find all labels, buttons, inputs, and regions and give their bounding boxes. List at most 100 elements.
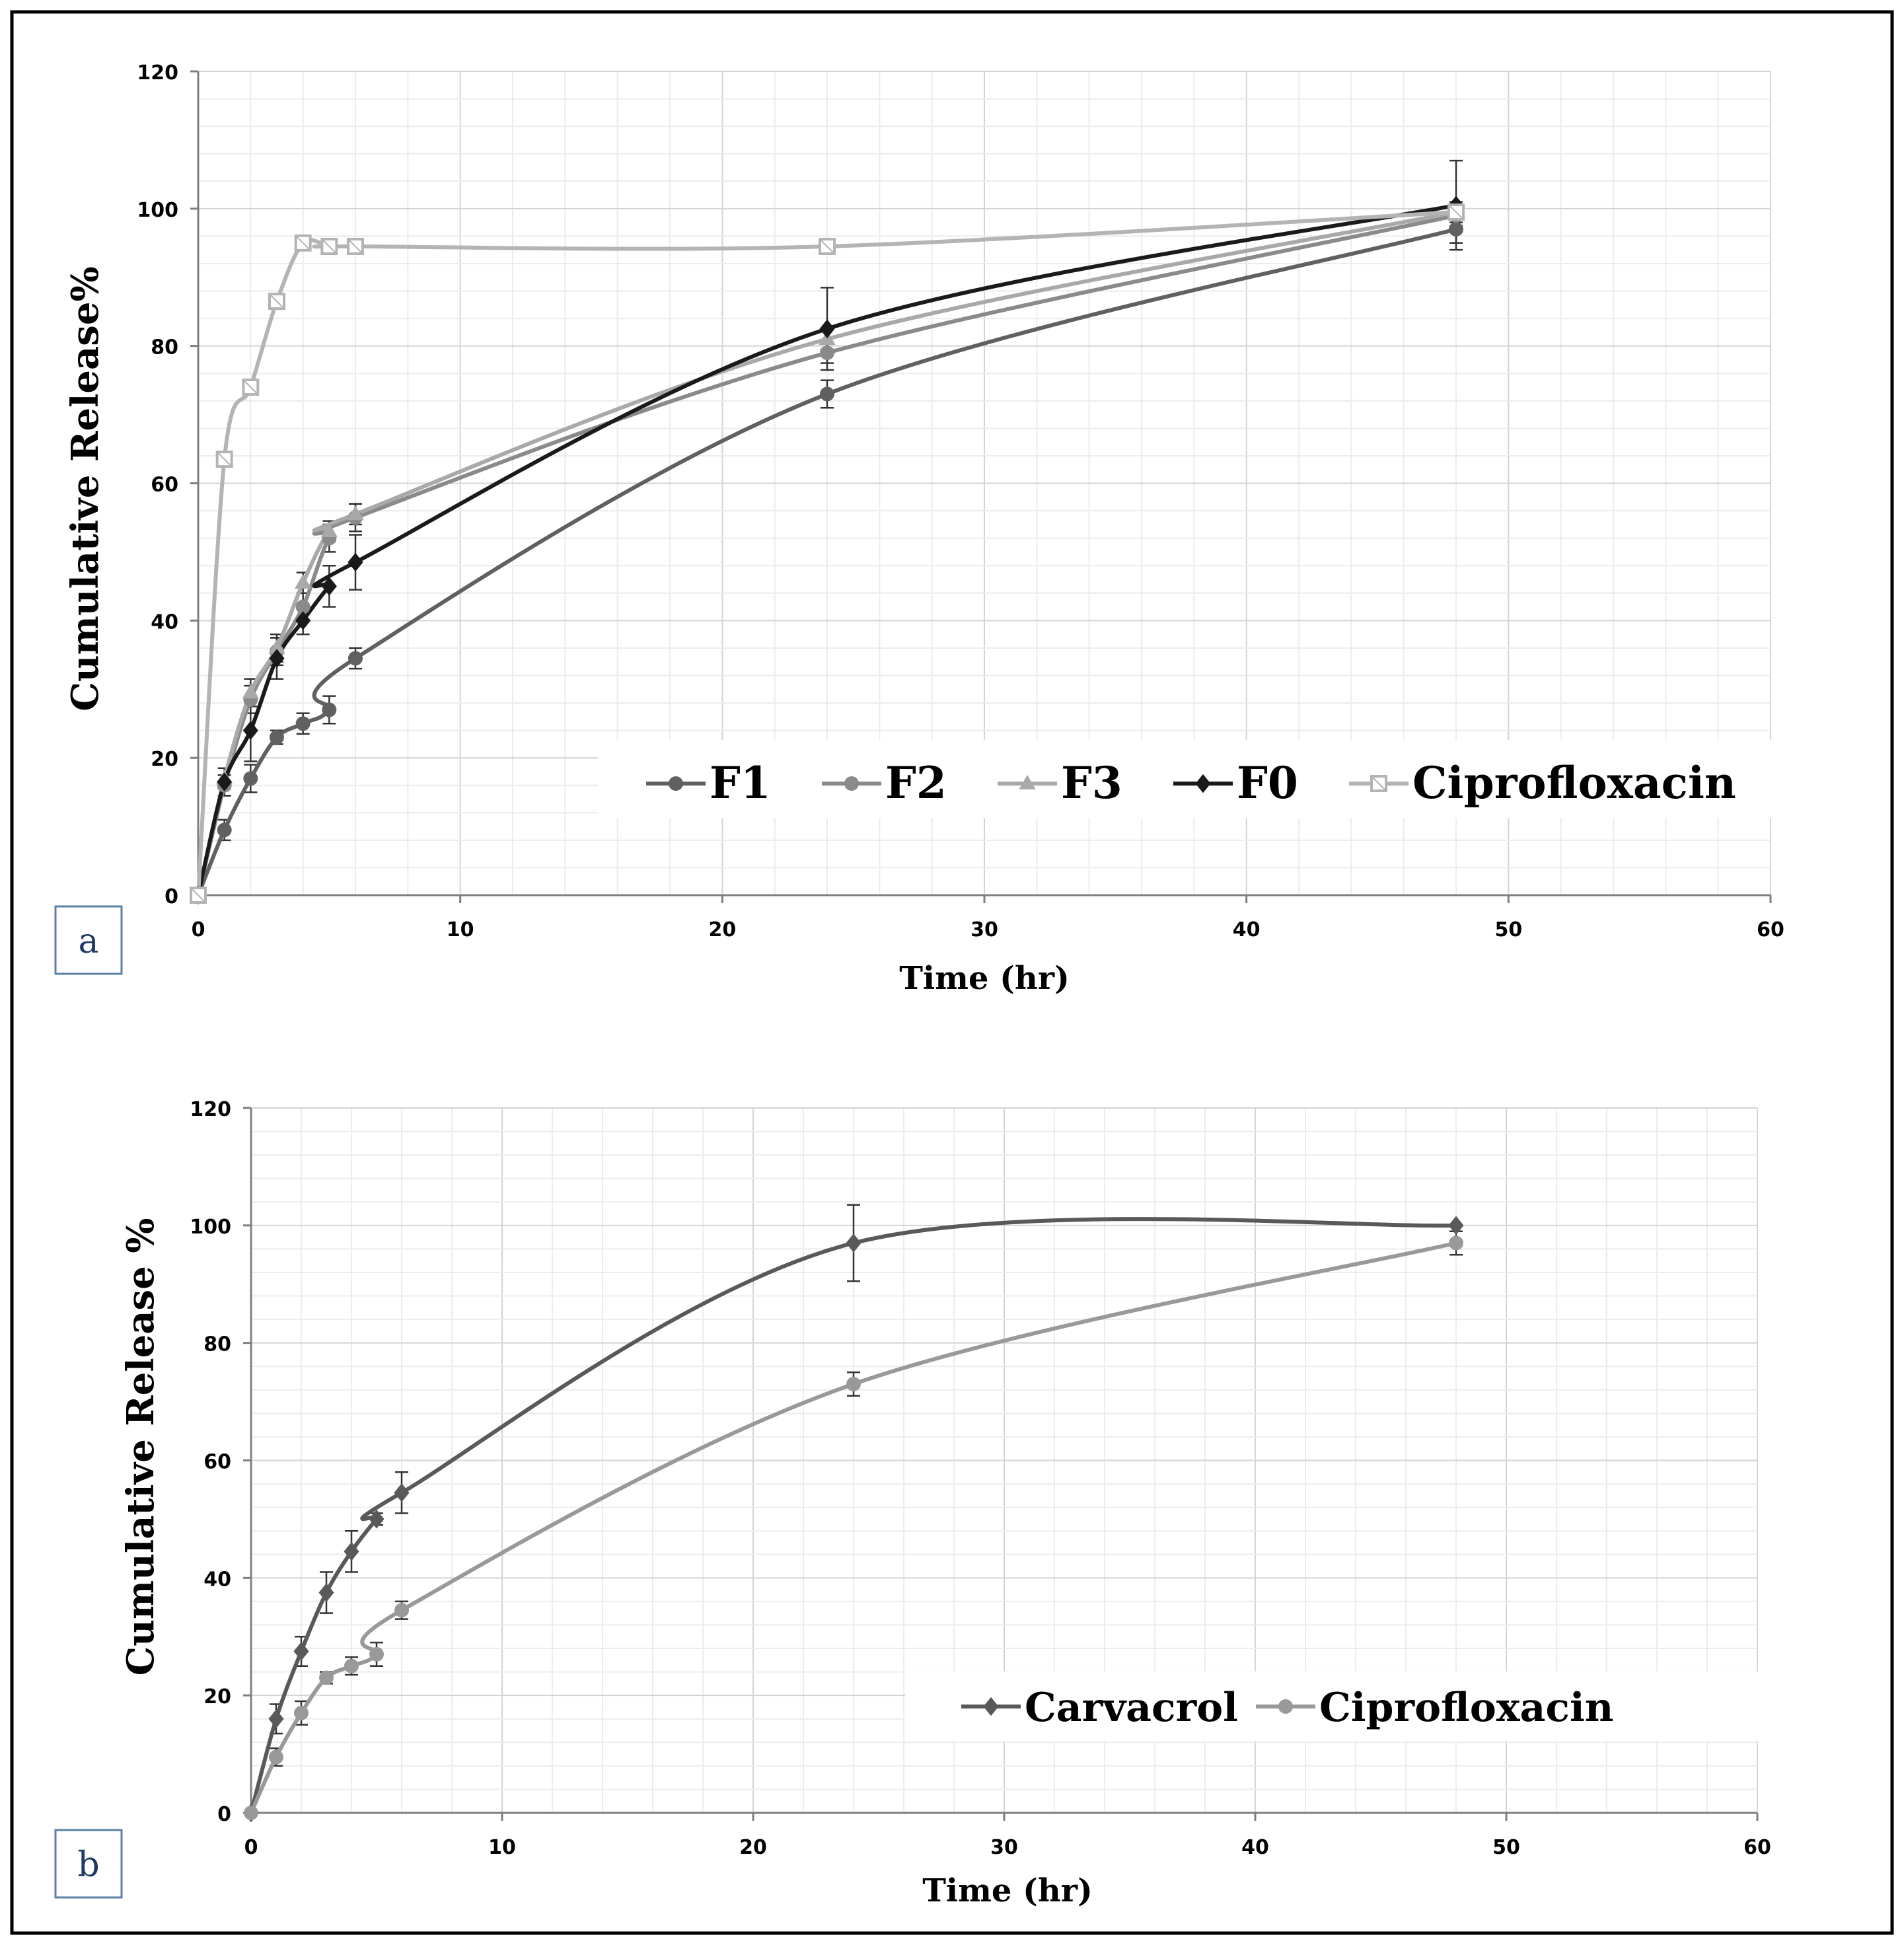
panel-a-markers (190, 196, 1465, 905)
x-tick-label: 10 (488, 1836, 516, 1859)
x-tick-label: 0 (192, 918, 205, 941)
f0-point (819, 319, 835, 338)
f0-point (321, 577, 337, 596)
panel-b-axes (243, 1107, 1759, 1821)
legend-f0-label: F0 (1237, 757, 1298, 809)
x-tick-label: 10 (447, 918, 474, 941)
carvacrol-point (344, 1542, 359, 1561)
y-tick-label: 20 (203, 1685, 231, 1708)
f3-line (196, 210, 1457, 896)
y-tick-label: 40 (203, 1568, 231, 1591)
ciprofloxacin-point (269, 1749, 283, 1765)
panel-a-axes (190, 70, 1772, 903)
f0-point (269, 649, 285, 668)
legend-f2-label: F2 (885, 757, 947, 809)
f1-point (217, 823, 232, 838)
x-tick-label: 0 (244, 1836, 258, 1859)
x-tick-label: 50 (1492, 1836, 1520, 1859)
panel-b-label: b (77, 1845, 99, 1885)
x-tick-label: 30 (970, 918, 998, 941)
f1-point (322, 702, 337, 717)
ciprofloxacin-point (319, 1670, 334, 1685)
x-tick-label: 20 (739, 1836, 767, 1859)
legend-f2-swatch-marker (844, 776, 859, 791)
x-tick-label: 40 (1233, 918, 1261, 941)
ciprofloxacin-point (394, 1603, 409, 1618)
legend-f1-swatch-marker (669, 776, 683, 791)
f1-point (348, 651, 363, 666)
legend-f3-swatch-marker (1019, 774, 1036, 789)
y-tick-label: 120 (137, 61, 178, 85)
f0-line (196, 203, 1457, 896)
carvacrol-point (293, 1642, 309, 1661)
y-tick-label: 20 (151, 748, 178, 771)
f3-point (347, 505, 364, 521)
y-tick-label: 60 (151, 474, 178, 497)
f0-point (295, 611, 311, 630)
x-tick-label: 50 (1494, 918, 1522, 941)
legend-f0-swatch-marker (1195, 774, 1211, 793)
panel-b-chart: 0 10 20 30 40 50 60 0 20 40 60 80 100 120 Carvacrol Ci… (54, 1098, 1771, 1909)
y-tick-label: 100 (137, 199, 178, 222)
legend-ciprofloxacin-swatch-marker (1278, 1699, 1293, 1714)
f0-point (242, 721, 258, 740)
f1-point (270, 729, 284, 745)
panel-a-chart: 0 10 20 30 40 50 60 0 20 40 60 80 100 120 F1 F2 F3 F0 Cip… (54, 61, 1784, 997)
legend-carvacrol-swatch-marker (983, 1697, 999, 1716)
panel-b-legend: Carvacrol Ciprofloxacin (961, 1685, 1613, 1731)
f0-point (348, 552, 363, 572)
carvacrol-point (394, 1483, 410, 1502)
panel-a-label-box (54, 905, 123, 975)
f1-point (295, 716, 311, 731)
panel-a-y-axis-title: Cumulative Release% (63, 266, 107, 711)
f0-point (217, 772, 233, 791)
panel-b-tick-labels: 0 10 20 30 40 50 60 0 20 40 60 80 100 120 (190, 1098, 1771, 1859)
y-tick-label: 60 (203, 1451, 231, 1474)
carvacrol-point (1448, 1216, 1464, 1235)
f2-line (196, 213, 1457, 896)
x-tick-label: 20 (708, 918, 736, 941)
f2-point (820, 346, 834, 361)
y-tick-label: 40 (151, 610, 178, 634)
legend-ciprofloxacin-label: Ciprofloxacin (1319, 1685, 1613, 1731)
f1-point (820, 386, 834, 402)
panel-b-markers (243, 1216, 1464, 1823)
y-tick-label: 0 (217, 1803, 231, 1826)
carvacrol-point (846, 1233, 861, 1253)
ciprofloxacin-point (294, 1705, 309, 1720)
panel-a-legend-box (598, 740, 1774, 818)
ciprofloxacin-point (369, 1646, 384, 1662)
y-tick-label: 80 (151, 336, 178, 359)
panel-a-tick-labels: 0 10 20 30 40 50 60 0 20 40 60 80 100 120 (137, 61, 1784, 941)
legend-f1-label: F1 (710, 757, 771, 809)
carvacrol-point (369, 1510, 384, 1529)
ciprofloxacin-point (244, 1806, 258, 1820)
x-tick-label: 60 (1743, 1836, 1771, 1859)
f3-point (295, 573, 312, 589)
y-tick-label: 100 (190, 1216, 231, 1239)
panel-b-legend-box (905, 1671, 1764, 1741)
f1-point (1449, 222, 1463, 237)
f3-point (320, 523, 338, 538)
panel-a-x-axis-title: Time (hr) (899, 960, 1070, 997)
f3-point (268, 639, 285, 654)
ciprofloxacin-point (1449, 1235, 1463, 1251)
panel-b-label-box (54, 1829, 123, 1899)
panel-b-y-axis-title: Cumulative Release % (119, 1218, 163, 1676)
carvacrol-line (249, 1217, 1457, 1814)
legend-carvacrol-label: Carvacrol (1025, 1685, 1238, 1731)
ciprofloxacin-point (846, 1376, 861, 1391)
y-tick-label: 80 (203, 1333, 231, 1356)
y-tick-label: 0 (165, 885, 178, 908)
panel-a-legend: F1 F2 F3 F0 Ciprofloxacin (646, 757, 1736, 809)
legend-ciprofloxacin-label: Ciprofloxacin (1412, 757, 1736, 809)
y-tick-label: 120 (190, 1098, 231, 1121)
x-tick-label: 30 (990, 1836, 1018, 1859)
panel-b-x-axis-title: Time (hr) (922, 1872, 1093, 1909)
carvacrol-point (268, 1709, 284, 1729)
legend-f3-label: F3 (1061, 757, 1122, 809)
carvacrol-point (318, 1583, 334, 1602)
x-tick-label: 40 (1241, 1836, 1269, 1859)
panel-a-label: a (78, 922, 98, 961)
f2-point (295, 599, 311, 614)
